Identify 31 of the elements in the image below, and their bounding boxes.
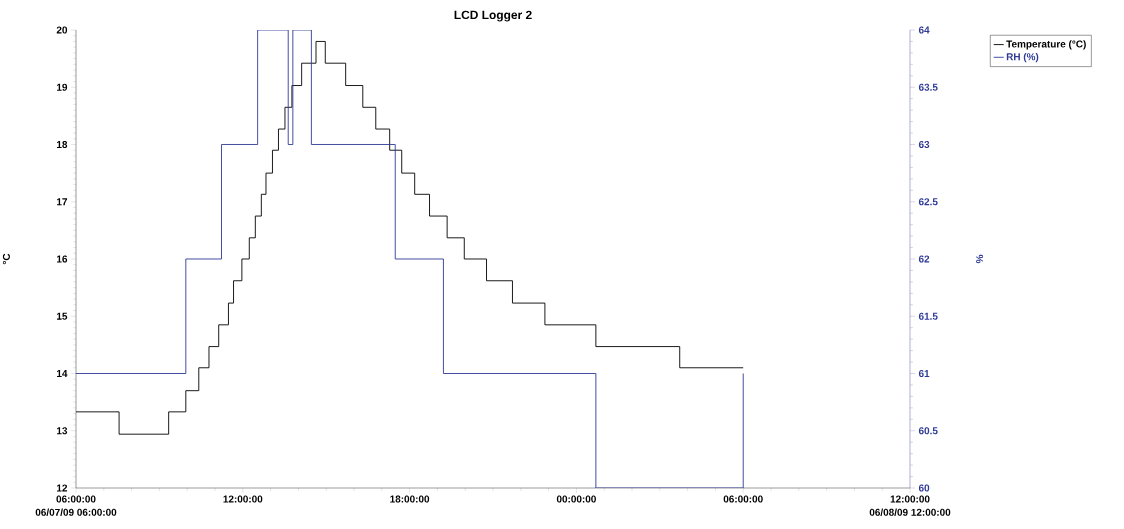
- y2-tick-label: 60.5: [918, 427, 938, 435]
- y2-tick-label: 64: [918, 26, 930, 34]
- y-tick-label: 15: [57, 312, 68, 320]
- y2-tick-label: 61.5: [918, 312, 938, 320]
- y2-axis-title: %: [976, 254, 984, 264]
- y2-tick-label: 63: [918, 140, 930, 149]
- x-tick-label: 06:00:00: [56, 495, 96, 503]
- y-tick-label: 19: [57, 83, 68, 91]
- y-tick-label: 20: [56, 26, 68, 34]
- y-tick-label: 12: [57, 484, 68, 492]
- legend-label: Temperature (°C): [1006, 40, 1086, 50]
- text: 06/08/09 12:00:00: [869, 508, 951, 516]
- y-tick-label: 18: [57, 140, 68, 149]
- y2-tick-label: 63.5: [918, 83, 938, 91]
- x-tick-label: 12:00:00: [223, 495, 263, 503]
- x-tick-label: 12:00:00: [890, 495, 930, 503]
- y-axis-title: °C: [2, 253, 10, 265]
- y-tick-label: 16: [57, 255, 68, 263]
- legend-label: RH (%): [1006, 52, 1039, 63]
- x-tick-label: 18:00:00: [390, 495, 430, 503]
- x-tick-label: 06:00:00: [723, 495, 763, 503]
- y-tick-label: 13: [57, 427, 68, 435]
- y2-tick-label: 61: [918, 369, 930, 378]
- text: 06/07/09 06:00:00: [35, 508, 117, 516]
- y2-tick-label: 62.5: [918, 198, 938, 206]
- y2-tick-label: 60: [918, 484, 930, 492]
- x-tick-label: 00:00:00: [556, 495, 596, 503]
- y-tick-label: 17: [57, 198, 68, 206]
- chart-title: LCD Logger 2: [454, 10, 532, 22]
- y-tick-label: 14: [57, 370, 68, 377]
- y2-tick-label: 62: [918, 255, 930, 263]
